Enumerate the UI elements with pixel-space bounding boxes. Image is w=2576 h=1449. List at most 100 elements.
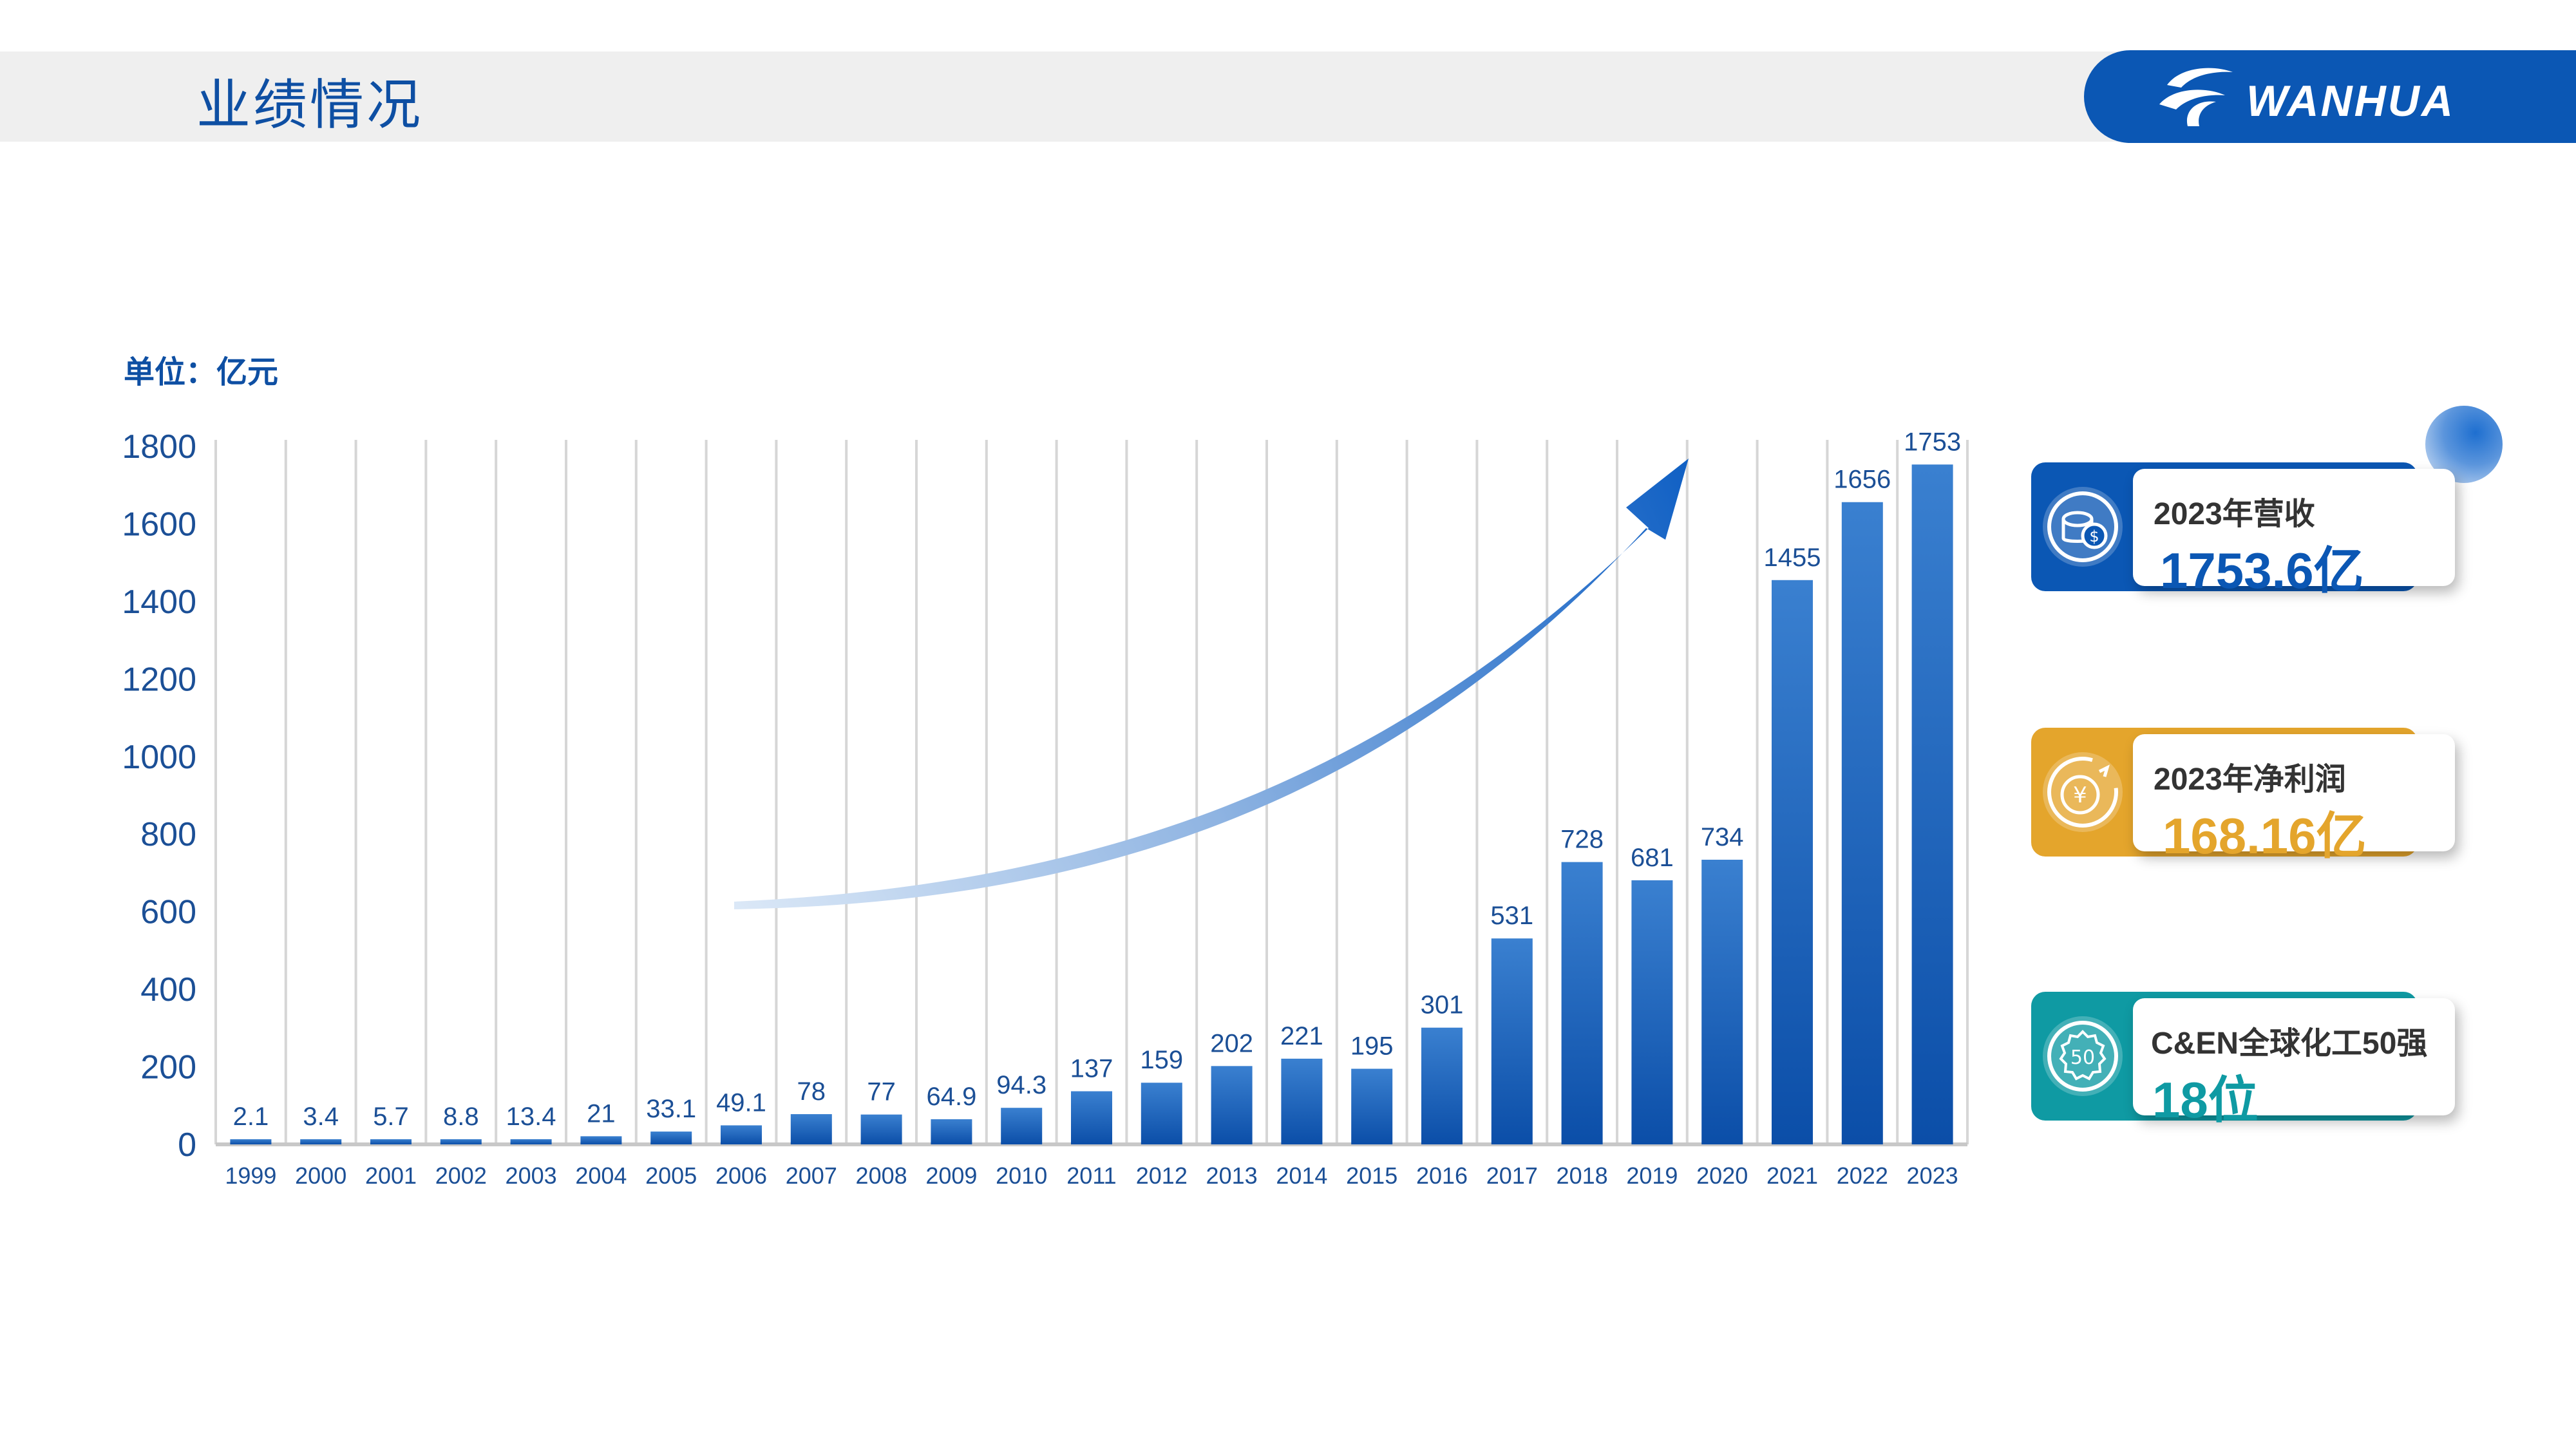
- ranking-card-label: C&EN全球化工50强: [2151, 1027, 2428, 1061]
- ranking-card-value: 18位: [2152, 1072, 2259, 1128]
- bar: [1841, 502, 1883, 1144]
- x-tick-label: 2010: [996, 1162, 1047, 1189]
- bar-value-label: 13.4: [506, 1103, 556, 1131]
- x-tick-label: 2017: [1486, 1162, 1538, 1189]
- y-tick-label: 400: [140, 971, 196, 1009]
- x-tick-label: 2006: [715, 1162, 767, 1189]
- bar-value-label: 195: [1350, 1032, 1394, 1061]
- y-tick-label: 1000: [122, 739, 196, 776]
- ranking-card-panel: C&EN全球化工50强 18位: [2133, 998, 2455, 1128]
- bar: [510, 1139, 552, 1144]
- x-tick-label: 2004: [575, 1162, 627, 1189]
- unit-label: 单位：亿元: [124, 355, 279, 390]
- bar: [721, 1125, 762, 1144]
- bar-value-label: 1455: [1764, 544, 1821, 572]
- trend-arrow: [734, 459, 1689, 909]
- x-tick-label: 2020: [1696, 1162, 1748, 1189]
- x-tick-label: 2007: [786, 1162, 837, 1189]
- svg-text:¥: ¥: [2073, 782, 2087, 808]
- ranking-card: 50 C&EN全球化工50强 18位: [2031, 992, 2456, 1128]
- bar: [931, 1119, 972, 1144]
- x-tick-label: 2001: [365, 1162, 417, 1189]
- bar: [1141, 1083, 1182, 1144]
- x-tick-label: 2002: [435, 1162, 487, 1189]
- bar-value-label: 94.3: [996, 1071, 1046, 1099]
- bar-value-label: 2.1: [233, 1103, 269, 1131]
- x-tick-label: 2009: [925, 1162, 977, 1189]
- bar: [1421, 1027, 1463, 1144]
- x-tick-label: 2015: [1346, 1162, 1397, 1189]
- badge-50-icon: 50: [2043, 1016, 2123, 1096]
- y-tick-label: 800: [140, 816, 196, 853]
- y-tick-label: 1600: [122, 506, 196, 543]
- logo-tab: [2084, 50, 2576, 143]
- bar: [1001, 1108, 1043, 1144]
- page-title: 业绩情况: [196, 73, 424, 137]
- y-tick-label: 1200: [122, 661, 196, 698]
- bar-value-label: 221: [1280, 1022, 1323, 1050]
- bar: [650, 1132, 692, 1144]
- y-tick-label: 1800: [122, 428, 196, 466]
- bar: [370, 1139, 412, 1144]
- bar: [1772, 580, 1813, 1144]
- x-tick-label: 2021: [1766, 1162, 1818, 1189]
- value-label-layer: 2.1 3.4 5.7 8.8 13.4 21 33.1 49.1 78 77 64.9 94.3 13…: [233, 428, 1961, 1131]
- bar: [1561, 862, 1603, 1144]
- bar: [1701, 859, 1743, 1144]
- revenue-card-value: 1753.6亿: [2160, 542, 2364, 599]
- y-tick-label: 0: [178, 1126, 196, 1164]
- bar: [790, 1114, 832, 1144]
- bar-value-label: 64.9: [926, 1083, 976, 1111]
- bar: [860, 1114, 902, 1144]
- profit-card: ¥ 2023年净利润 168.16亿: [2031, 728, 2456, 864]
- x-tick-label: 2000: [295, 1162, 346, 1189]
- x-tick-label: 2005: [645, 1162, 697, 1189]
- bar-value-label: 77: [867, 1078, 896, 1106]
- x-tick-label: 2011: [1066, 1162, 1116, 1189]
- x-tick-label: 2023: [1907, 1162, 1958, 1189]
- revenue-bar-chart: 2.1 3.4 5.7 8.8 13.4 21 33.1 49.1 78 77 64.9 94.3 13…: [122, 428, 1969, 1189]
- bar: [1631, 880, 1673, 1144]
- y-tick-label: 200: [140, 1049, 196, 1086]
- grid-layer: [214, 440, 1969, 1146]
- bar: [1911, 464, 1953, 1144]
- bar-value-label: 1753: [1904, 428, 1961, 456]
- bar: [1351, 1068, 1393, 1144]
- yen-growth-icon: ¥: [2043, 752, 2123, 832]
- bar-value-label: 49.1: [716, 1088, 766, 1117]
- revenue-card-panel: 2023年营收 1753.6亿: [2133, 469, 2455, 599]
- bar-value-label: 1656: [1833, 466, 1891, 494]
- bar-value-label: 3.4: [303, 1103, 339, 1131]
- svg-text:$: $: [2089, 527, 2099, 545]
- bar-value-label: 531: [1490, 902, 1533, 930]
- bar: [440, 1139, 482, 1144]
- profit-card-value: 168.16亿: [2163, 808, 2367, 864]
- x-tick-label: 2008: [856, 1162, 907, 1189]
- x-tick-label: 2018: [1557, 1162, 1608, 1189]
- x-tick-layer: 1999 2000 2001 2002 2003 2004 2005 2006 2007 2008…: [225, 1162, 1958, 1189]
- bar-value-label: 5.7: [373, 1103, 409, 1131]
- bar-value-label: 728: [1560, 826, 1604, 854]
- bar-value-label: 137: [1070, 1054, 1113, 1083]
- y-tick-label: 1400: [122, 583, 196, 621]
- profit-card-label: 2023年净利润: [2154, 762, 2346, 797]
- bar-value-label: 681: [1631, 844, 1674, 872]
- bar: [1071, 1091, 1112, 1144]
- profit-card-panel: 2023年净利润 168.16亿: [2133, 734, 2455, 864]
- badge-50-text: 50: [2070, 1046, 2095, 1069]
- wanhua-logo-icon: [2159, 68, 2233, 126]
- y-tick-layer: 0 200 400 600 800 1000 1200 1400 1600 1800: [122, 428, 196, 1164]
- bar-layer: [230, 464, 1953, 1144]
- x-tick-label: 2014: [1276, 1162, 1327, 1189]
- bar: [230, 1139, 272, 1144]
- x-tick-label: 2022: [1837, 1162, 1888, 1189]
- bar-value-label: 78: [797, 1077, 826, 1106]
- bar-value-label: 8.8: [443, 1103, 479, 1131]
- revenue-card: $ 2023年营收 1753.6亿: [2031, 462, 2456, 599]
- bar-value-label: 21: [587, 1099, 616, 1128]
- bar-value-label: 301: [1421, 991, 1464, 1019]
- bar-value-label: 734: [1701, 823, 1744, 851]
- bar: [580, 1136, 622, 1144]
- bar-value-label: 159: [1140, 1046, 1183, 1074]
- bar-value-label: 202: [1210, 1029, 1253, 1057]
